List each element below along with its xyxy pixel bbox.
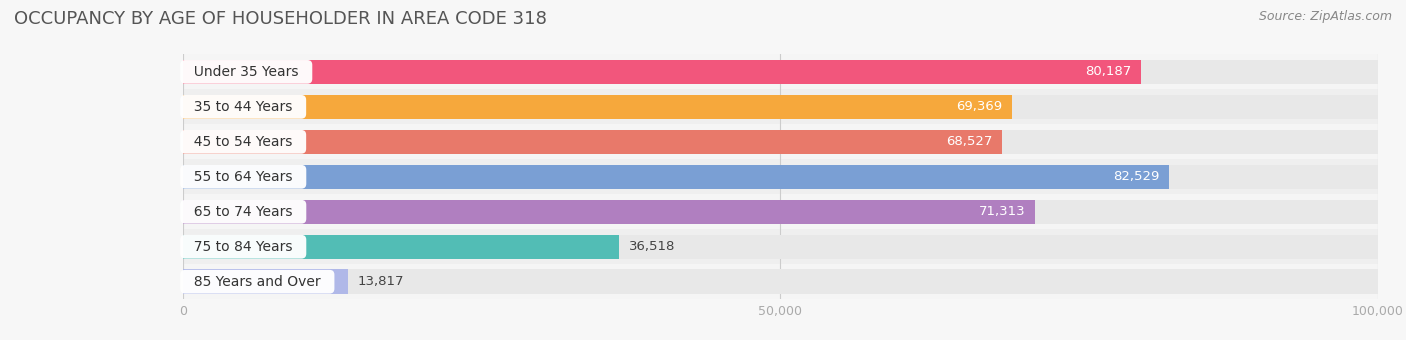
Text: 36,518: 36,518	[628, 240, 675, 253]
Bar	[183, 130, 1001, 154]
Text: 35 to 44 Years: 35 to 44 Years	[186, 100, 301, 114]
Bar	[183, 200, 1378, 224]
Text: 82,529: 82,529	[1114, 170, 1160, 183]
Bar	[183, 159, 1378, 194]
Bar	[183, 54, 1378, 89]
Bar	[183, 59, 1142, 84]
Bar	[183, 270, 1378, 294]
Text: 71,313: 71,313	[979, 205, 1025, 218]
Text: 68,527: 68,527	[946, 135, 993, 148]
Bar	[183, 59, 1378, 84]
Text: 65 to 74 Years: 65 to 74 Years	[186, 205, 301, 219]
Bar	[183, 235, 1378, 259]
Text: Source: ZipAtlas.com: Source: ZipAtlas.com	[1258, 10, 1392, 23]
Text: 13,817: 13,817	[357, 275, 404, 288]
Bar	[183, 130, 1378, 154]
Bar	[183, 264, 1378, 299]
Bar	[183, 165, 1378, 189]
Bar	[183, 95, 1012, 119]
Text: OCCUPANCY BY AGE OF HOUSEHOLDER IN AREA CODE 318: OCCUPANCY BY AGE OF HOUSEHOLDER IN AREA …	[14, 10, 547, 28]
Bar	[183, 235, 619, 259]
Text: 85 Years and Over: 85 Years and Over	[186, 275, 329, 289]
Bar	[183, 200, 1035, 224]
Text: 80,187: 80,187	[1085, 65, 1132, 79]
Bar	[183, 95, 1378, 119]
Bar	[183, 229, 1378, 264]
Bar	[183, 124, 1378, 159]
Text: 45 to 54 Years: 45 to 54 Years	[186, 135, 301, 149]
Text: 75 to 84 Years: 75 to 84 Years	[186, 240, 301, 254]
Bar	[183, 89, 1378, 124]
Bar	[183, 194, 1378, 229]
Text: Under 35 Years: Under 35 Years	[186, 65, 308, 79]
Bar	[183, 165, 1168, 189]
Text: 69,369: 69,369	[956, 100, 1002, 113]
Text: 55 to 64 Years: 55 to 64 Years	[186, 170, 301, 184]
Bar	[183, 270, 347, 294]
